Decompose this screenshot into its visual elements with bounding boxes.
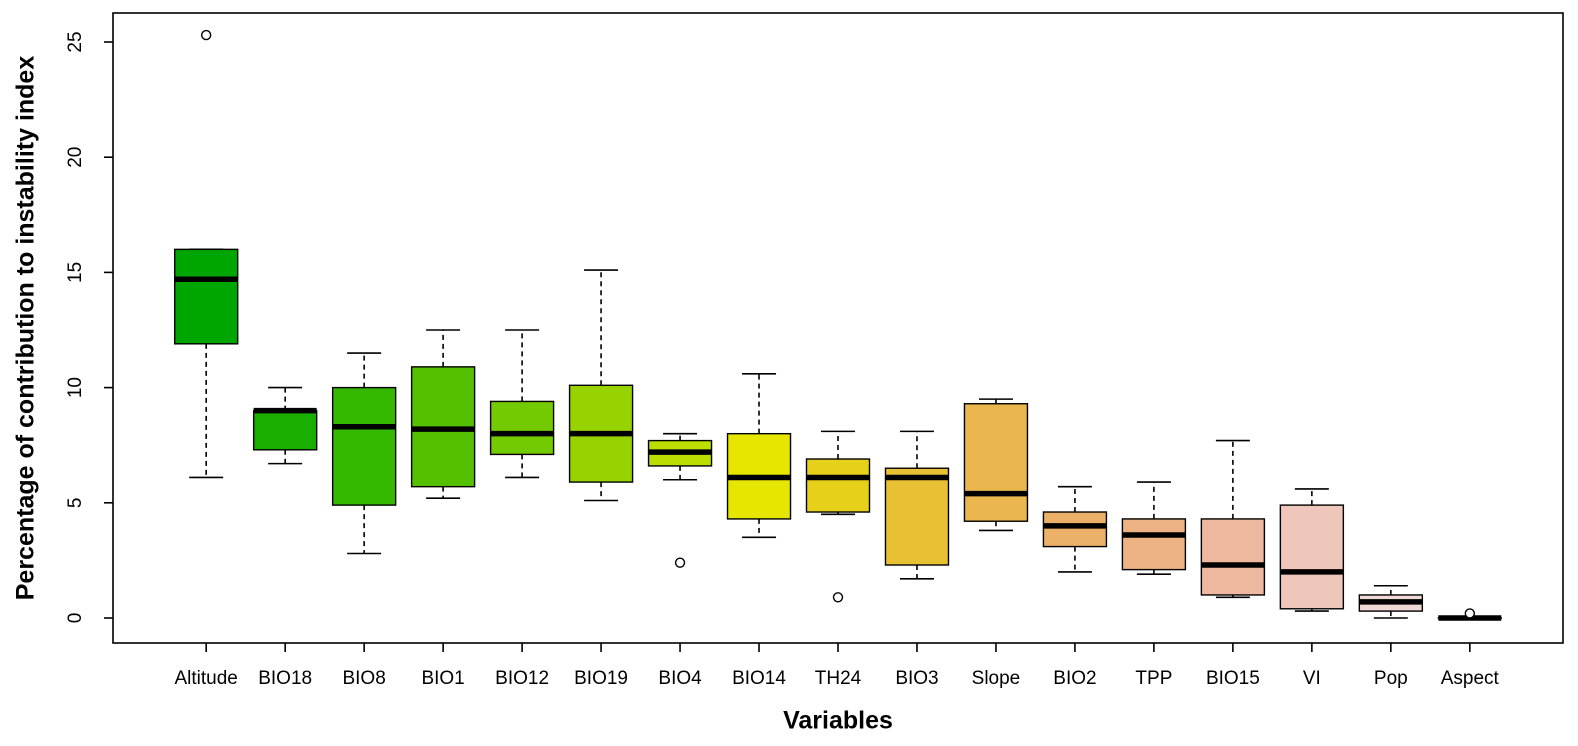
x-category-label: Aspect (1441, 668, 1500, 689)
y-tick-label: 25 (65, 31, 86, 52)
box-Slope (963, 403, 1029, 522)
x-category-label: Altitude (175, 668, 238, 689)
outlier-point (200, 29, 212, 41)
x-category-label: BIO14 (732, 668, 786, 689)
y-tick-label: 10 (65, 377, 86, 398)
x-category-label: BIO8 (342, 668, 385, 689)
x-category-label: BIO18 (258, 668, 312, 689)
box-BIO12 (489, 400, 555, 456)
x-category-label: BIO12 (495, 668, 549, 689)
x-category-label: TPP (1135, 668, 1172, 689)
outlier-point (832, 592, 844, 603)
x-category-label: Slope (972, 668, 1021, 689)
x-category-label: VI (1303, 668, 1321, 689)
y-axis-title: Percentage of contribution to instabilit… (11, 55, 40, 601)
outlier-point (674, 557, 686, 568)
box-TPP (1121, 518, 1187, 571)
y-tick-label: 5 (65, 498, 86, 509)
box-TH24 (805, 458, 871, 513)
box-BIO15 (1200, 518, 1266, 596)
y-tick-label: 15 (65, 262, 86, 283)
x-category-label: BIO1 (421, 668, 464, 689)
box-BIO3 (884, 467, 950, 566)
x-category-label: TH24 (815, 668, 862, 689)
x-category-label: BIO4 (658, 668, 702, 689)
plot-frame (112, 12, 1564, 644)
x-axis-title: Variables (783, 706, 893, 735)
x-category-label: BIO19 (574, 668, 628, 689)
box-VI (1279, 504, 1345, 610)
y-tick-label: 20 (65, 147, 86, 168)
outlier-point (1464, 608, 1476, 619)
x-category-label: Pop (1374, 668, 1408, 689)
box-Altitude (173, 248, 239, 345)
box-BIO8 (331, 386, 397, 506)
x-category-label: BIO15 (1206, 668, 1260, 689)
x-category-label: BIO3 (895, 668, 938, 689)
y-tick-label: 0 (65, 613, 86, 624)
x-category-label: BIO2 (1053, 668, 1096, 689)
box-BIO18 (252, 409, 318, 451)
box-BIO2 (1042, 511, 1108, 548)
